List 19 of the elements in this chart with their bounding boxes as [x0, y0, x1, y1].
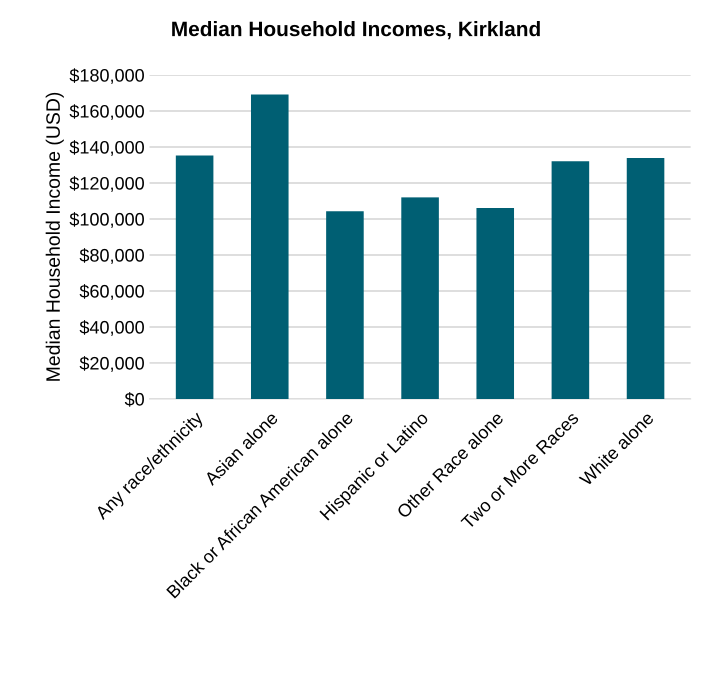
bar [326, 211, 364, 399]
bar [401, 197, 439, 399]
y-tick-label: $0 [124, 392, 144, 407]
bar [626, 158, 664, 399]
bar [552, 161, 590, 399]
bar [476, 208, 514, 399]
y-tick-label: $40,000 [80, 320, 144, 336]
chart-title: Median Household Incomes, Kirkland [172, 20, 540, 40]
y-tick-label: $180,000 [70, 68, 144, 84]
y-tick-label: $20,000 [80, 356, 144, 372]
y-tick-label: $160,000 [70, 104, 144, 120]
y-tick-label: $60,000 [80, 284, 144, 300]
y-tick-label: $120,000 [70, 176, 144, 192]
bar [250, 94, 289, 399]
bar [176, 155, 214, 399]
y-axis-title: Median Household Income (USD) [46, 92, 64, 381]
y-tick-label: $100,000 [70, 212, 144, 228]
y-tick-label: $80,000 [80, 248, 144, 264]
y-tick-label: $140,000 [70, 140, 144, 156]
